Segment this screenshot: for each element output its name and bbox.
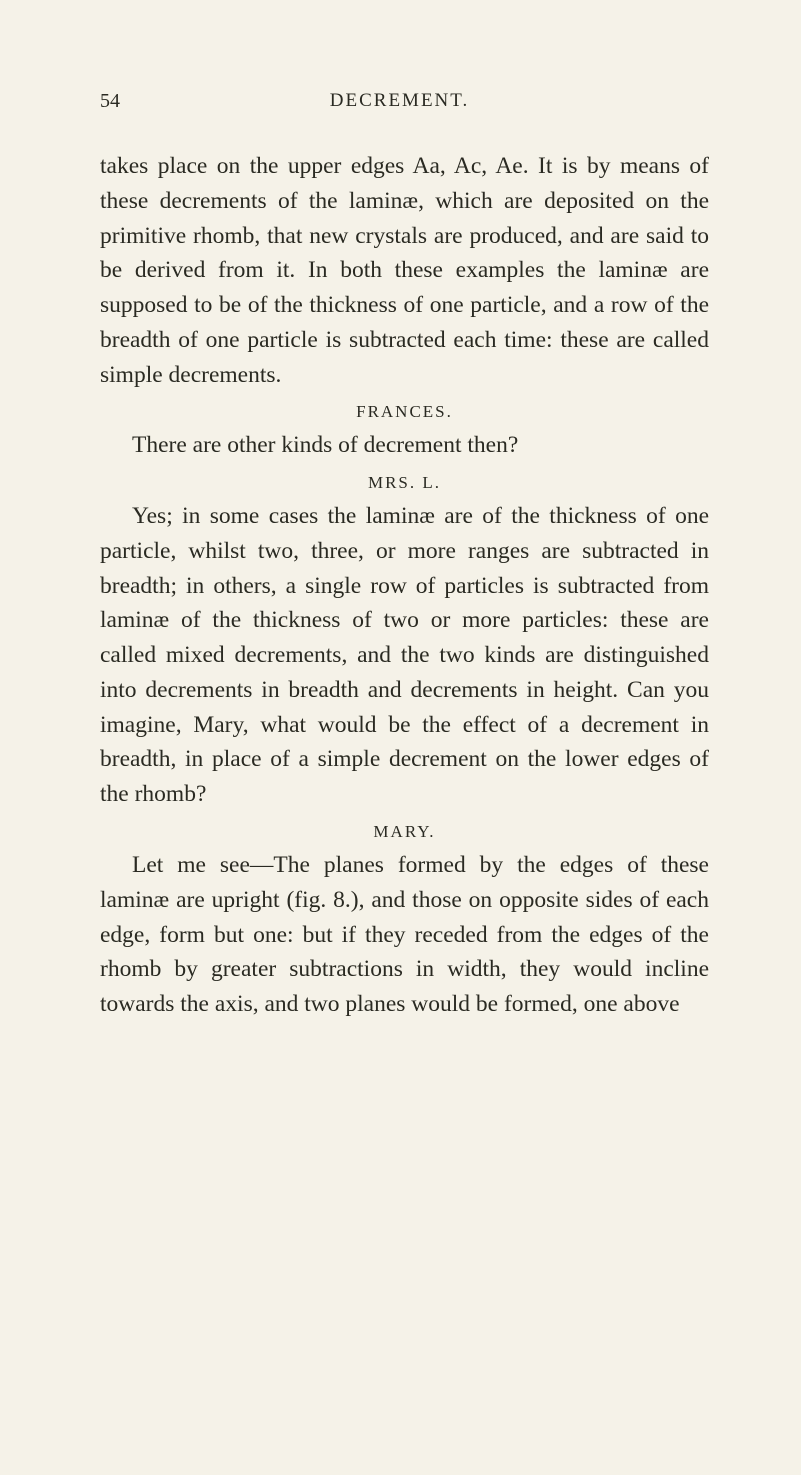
body-paragraph-4: Let me see—The planes formed by the edge… <box>100 848 709 1022</box>
speaker-mrs-l: MRS. L. <box>100 473 709 493</box>
body-paragraph-1: takes place on the upper edges Aa, Ac, A… <box>100 149 709 392</box>
page-number: 54 <box>100 90 120 113</box>
speaker-mary: MARY. <box>100 822 709 842</box>
body-paragraph-2: There are other kinds of decrement then? <box>100 428 709 463</box>
page-title: DECREMENT. <box>330 90 469 113</box>
body-paragraph-3: Yes; in some cases the laminæ are of the… <box>100 499 709 812</box>
header-spacer <box>679 90 709 113</box>
speaker-frances: FRANCES. <box>100 402 709 422</box>
page-header: 54 DECREMENT. <box>100 90 709 113</box>
